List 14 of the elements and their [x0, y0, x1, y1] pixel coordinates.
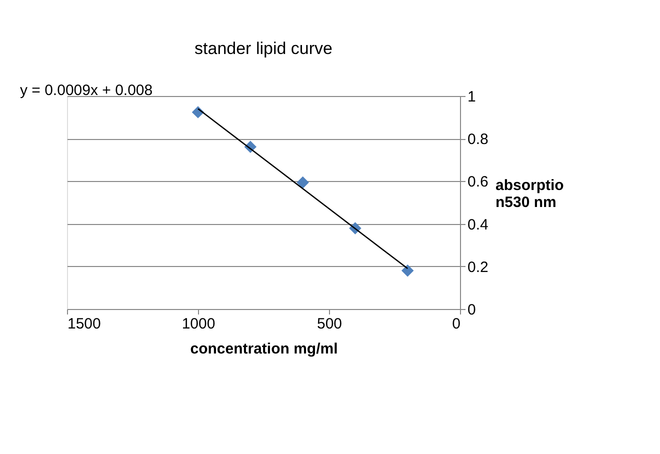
- chart-title: stander lipid curve: [194, 39, 332, 58]
- x-axis-title: concentration mg/ml: [190, 340, 338, 358]
- x-tick-label: 1500: [68, 316, 101, 332]
- y-tick-label: 0: [468, 302, 476, 318]
- y-tick-label: 1: [468, 88, 476, 106]
- y-tick-label: 0.4: [468, 216, 488, 234]
- x-tick-label: 0: [452, 316, 460, 332]
- annotation: y = 0.0009x + 0.008: [20, 82, 153, 99]
- x-tick-label: 1000: [182, 316, 216, 332]
- y-tick-label: 0.2: [468, 258, 488, 276]
- x-tick-label: 500: [316, 316, 342, 332]
- y-axis-title: absorption530 nm: [496, 177, 564, 211]
- y-tick-label: 0.6: [468, 174, 488, 191]
- y-tick-label: 0.8: [468, 131, 488, 148]
